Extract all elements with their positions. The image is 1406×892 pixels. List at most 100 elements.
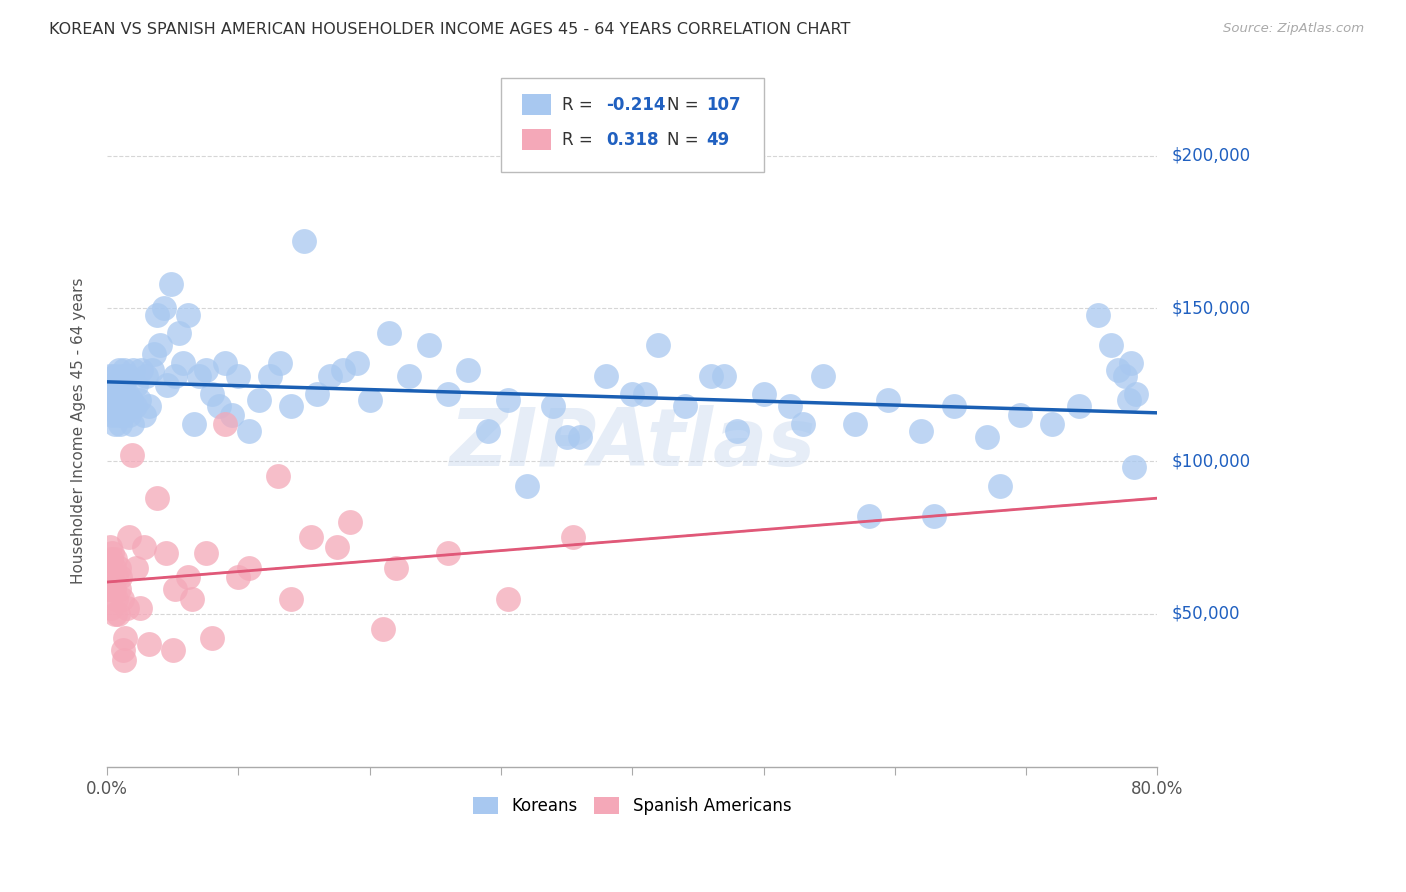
Point [1122, 460, 1144, 475]
Point [359, 392, 381, 407]
Point [177, 570, 200, 584]
Point [128, 392, 150, 407]
Point [110, 399, 132, 413]
Point [238, 561, 260, 575]
Point [152, 301, 174, 316]
Point [858, 509, 880, 524]
Point [634, 387, 657, 401]
Point [477, 424, 499, 438]
Point [752, 387, 775, 401]
Point [385, 561, 408, 575]
Point [228, 570, 250, 584]
Y-axis label: Householder Income Ages 45 - 64 years: Householder Income Ages 45 - 64 years [72, 277, 86, 584]
Point [1107, 362, 1129, 376]
Point [595, 368, 617, 383]
Point [108, 561, 131, 575]
Point [194, 362, 217, 376]
Point [120, 392, 142, 407]
Point [128, 600, 150, 615]
Point [194, 546, 217, 560]
FancyBboxPatch shape [501, 78, 763, 172]
Point [437, 387, 460, 401]
Text: N =: N = [666, 130, 704, 149]
Point [124, 399, 146, 413]
Point [141, 362, 163, 376]
Point [118, 409, 141, 423]
Point [418, 338, 440, 352]
Point [118, 531, 141, 545]
Point [269, 356, 291, 370]
Point [108, 570, 131, 584]
Point [121, 448, 143, 462]
Point [988, 478, 1011, 492]
Text: 107: 107 [706, 95, 741, 113]
Point [111, 377, 134, 392]
Point [121, 417, 143, 432]
Point [104, 552, 127, 566]
Point [103, 387, 125, 401]
Point [326, 540, 349, 554]
Point [183, 417, 205, 432]
Point [280, 399, 302, 413]
Point [111, 409, 134, 423]
Point [138, 399, 160, 413]
Point [177, 308, 200, 322]
Text: N =: N = [666, 95, 704, 113]
Point [238, 424, 260, 438]
Point [143, 347, 166, 361]
Point [1087, 308, 1109, 322]
Text: $100,000: $100,000 [1171, 452, 1250, 470]
Point [115, 387, 138, 401]
Legend: Koreans, Spanish Americans: Koreans, Spanish Americans [467, 790, 799, 822]
Point [110, 591, 132, 606]
Point [110, 368, 132, 383]
FancyBboxPatch shape [522, 94, 551, 115]
Point [228, 368, 250, 383]
Text: R =: R = [562, 130, 598, 149]
Text: R =: R = [562, 95, 598, 113]
Point [101, 377, 124, 392]
Point [976, 430, 998, 444]
Point [221, 409, 243, 423]
Point [155, 546, 177, 560]
Point [160, 277, 183, 291]
Point [942, 399, 965, 413]
Point [108, 417, 131, 432]
Point [138, 637, 160, 651]
Point [1118, 392, 1140, 407]
Text: $150,000: $150,000 [1171, 300, 1250, 318]
Point [100, 600, 122, 615]
Point [101, 570, 124, 584]
Text: KOREAN VS SPANISH AMERICAN HOUSEHOLDER INCOME AGES 45 - 64 YEARS CORRELATION CHA: KOREAN VS SPANISH AMERICAN HOUSEHOLDER I… [49, 22, 851, 37]
Text: ZIPAtlas: ZIPAtlas [449, 405, 815, 483]
Point [101, 546, 124, 560]
Point [108, 377, 131, 392]
Point [188, 368, 211, 383]
Point [107, 387, 129, 401]
Point [112, 653, 135, 667]
Point [114, 399, 136, 413]
Point [332, 362, 354, 376]
Point [319, 368, 342, 383]
Point [1125, 387, 1147, 401]
Point [1099, 338, 1122, 352]
Text: $50,000: $50,000 [1171, 605, 1240, 623]
Point [214, 417, 236, 432]
Point [105, 377, 128, 392]
Point [103, 582, 125, 597]
Point [811, 368, 834, 383]
Point [104, 368, 127, 383]
Point [346, 356, 368, 370]
Text: Source: ZipAtlas.com: Source: ZipAtlas.com [1223, 22, 1364, 36]
Point [1040, 417, 1063, 432]
Point [111, 643, 134, 657]
Point [108, 582, 131, 597]
Point [114, 632, 136, 646]
Point [280, 591, 302, 606]
Point [496, 591, 519, 606]
Point [437, 546, 460, 560]
Point [339, 515, 361, 529]
Point [129, 362, 152, 376]
Point [725, 424, 748, 438]
Point [98, 582, 121, 597]
